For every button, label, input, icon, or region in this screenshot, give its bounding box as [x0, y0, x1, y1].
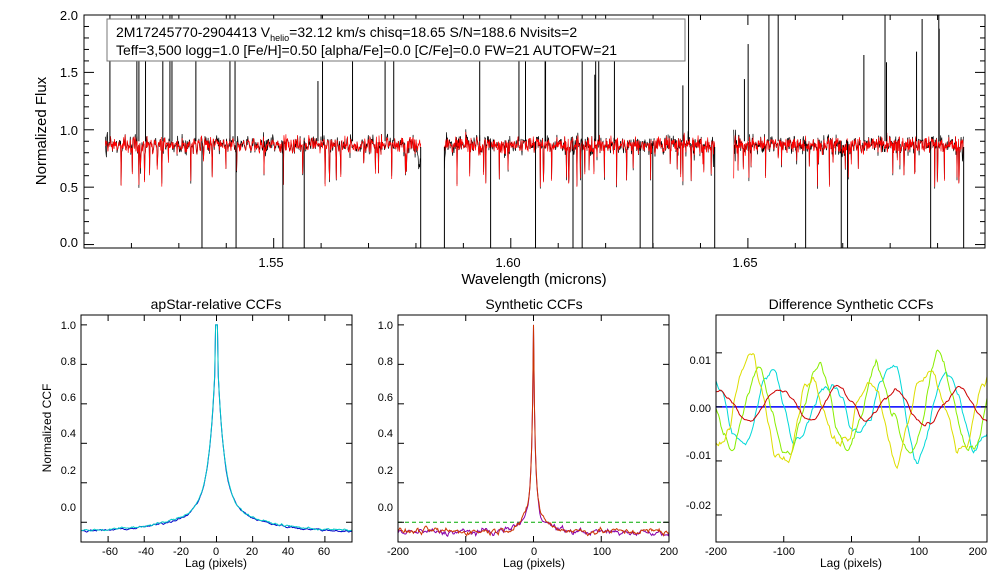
spectrum-ytick-labels: 0.0 0.5 1.0 1.5 2.0 [60, 8, 78, 250]
apstar-ytick-label: 0.0 [61, 502, 76, 514]
apstar-ccf-panel: apStar-relative CCFs -60 -40 -20 0 20 40… [40, 296, 353, 570]
synthetic-xtick-label: 200 [660, 546, 678, 558]
visit-2-ccf-line [397, 324, 670, 537]
synthetic-ytick-label: 0.2 [378, 465, 393, 477]
difference-ccf-xtick-labels: -200 -100 0 100 200 [705, 546, 987, 558]
apstar-xtick-label: -40 [138, 546, 154, 558]
difference-xtick-label: 200 [969, 546, 987, 558]
spectrum-x-axis-label: Wavelength (microns) [461, 271, 606, 288]
apstar-ytick-label: 0.8 [61, 356, 76, 368]
apstar-xtick-label: -20 [173, 546, 189, 558]
apstar-ccf-ticks [81, 315, 352, 542]
synthetic-ccf-panel: Synthetic CCFs -200 -100 0 100 200 0.0 0… [378, 296, 678, 570]
apstar-ccf-xtick-labels: -60 -40 -20 0 20 40 60 [102, 546, 330, 558]
difference-xtick-label: -200 [705, 546, 727, 558]
annotation-line-1: 2M17245770-2904413 Vhelio=32.12 km/s chi… [116, 24, 577, 43]
visit-2-ccf-line [80, 324, 353, 532]
model-spectrum-line [444, 131, 716, 187]
apstar-xtick-label: 0 [213, 546, 219, 558]
difference-ytick-label: -0.02 [686, 500, 711, 512]
spectrum-xtick-labels: 1.55 1.60 1.65 [258, 255, 757, 270]
spectrum-xtick-label: 1.65 [732, 255, 757, 270]
spectrum-ytick-label: 0.5 [60, 180, 78, 195]
apstar-ytick-label: 0.2 [61, 465, 76, 477]
red-difference-line [715, 384, 988, 427]
apstar-ytick-label: 0.6 [61, 392, 76, 404]
synthetic-xtick-label: 0 [531, 546, 537, 558]
synthetic-x-axis-label: Lag (pixels) [503, 556, 565, 570]
annotation-line-1-suffix: =32.12 km/s chisq=18.65 S/N=188.6 Nvisit… [289, 24, 577, 40]
apstar-ccf-lines [80, 324, 353, 533]
synthetic-ccf-ticks [397, 315, 670, 542]
difference-ccf-lines [715, 349, 988, 470]
difference-ccf-ticks [715, 315, 988, 542]
spectrum-xtick-label: 1.55 [258, 255, 283, 270]
apstar-xtick-label: -60 [102, 546, 118, 558]
apstar-ccf-title: apStar-relative CCFs [151, 296, 282, 312]
annotation-line-1-prefix: 2M17245770-2904413 V [116, 24, 271, 40]
apstar-ytick-label: 0.4 [61, 428, 76, 440]
difference-ccf-title: Difference Synthetic CCFs [769, 296, 934, 312]
difference-ccf-panel: Difference Synthetic CCFs -200 -100 0 10… [686, 296, 988, 570]
synthetic-xtick-label: 100 [593, 546, 611, 558]
difference-ytick-label: -0.01 [686, 450, 711, 462]
spectrum-panel: 1.55 1.60 1.65 0.0 0.5 1.0 1.5 2.0 Wavel… [33, 8, 986, 288]
synthetic-xtick-label: -100 [455, 546, 477, 558]
difference-xtick-label: 0 [848, 546, 854, 558]
difference-ytick-label: 0.01 [690, 355, 711, 367]
difference-ccf-ytick-labels: -0.02 -0.01 0.00 0.01 [686, 355, 711, 512]
synthetic-ytick-label: 0.0 [378, 502, 393, 514]
apstar-ccf-ytick-labels: 0.0 0.2 0.4 0.6 0.8 1.0 [61, 320, 76, 514]
annotation-line-2: Teff=3,500 logg=1.0 [Fe/H]=0.50 [alpha/F… [116, 42, 617, 58]
spectrum-ytick-label: 1.5 [60, 65, 78, 80]
apstar-ytick-label: 1.0 [61, 320, 76, 332]
spectrum-frame [83, 14, 986, 249]
apstar-x-axis-label: Lag (pixels) [185, 556, 247, 570]
difference-xtick-label: -100 [773, 546, 795, 558]
annotation-helio-subscript: helio [270, 33, 289, 43]
apstar-y-axis-label: Normalized CCF [40, 384, 54, 473]
spectrum-xtick-label: 1.60 [495, 255, 520, 270]
difference-ytick-label: 0.00 [690, 403, 711, 415]
spectrum-ytick-label: 0.0 [60, 235, 78, 250]
synthetic-ytick-label: 0.6 [378, 392, 393, 404]
synthetic-ccf-lines [397, 324, 670, 538]
synthetic-ccf-title: Synthetic CCFs [485, 296, 582, 312]
difference-xtick-label: 100 [910, 546, 928, 558]
apstar-xtick-label: 60 [318, 546, 330, 558]
apstar-xtick-label: 40 [282, 546, 294, 558]
spectrum-ticks [84, 14, 985, 248]
synthetic-ytick-label: 0.4 [378, 428, 393, 440]
synthetic-ccf-ytick-labels: 0.0 0.2 0.4 0.6 0.8 1.0 [378, 320, 393, 514]
synthetic-ytick-label: 1.0 [378, 320, 393, 332]
spectrum-ytick-label: 2.0 [60, 8, 78, 23]
synthetic-ccf-xtick-labels: -200 -100 0 100 200 [387, 546, 678, 558]
spectrum-y-axis-label: Normalized Flux [33, 76, 50, 185]
model-spectrum-line [104, 134, 422, 187]
apstar-xtick-label: 20 [246, 546, 258, 558]
synthetic-xtick-label: -200 [387, 546, 409, 558]
difference-x-axis-label: Lag (pixels) [820, 556, 882, 570]
green-difference-line [715, 349, 988, 455]
synthetic-ytick-label: 0.8 [378, 356, 393, 368]
spectrum-annotation-box: 2M17245770-2904413 Vhelio=32.12 km/s chi… [106, 18, 686, 62]
spectrum-ytick-label: 1.0 [60, 123, 78, 138]
model-spectrum-line [733, 132, 965, 187]
yellow-difference-line [715, 352, 988, 470]
